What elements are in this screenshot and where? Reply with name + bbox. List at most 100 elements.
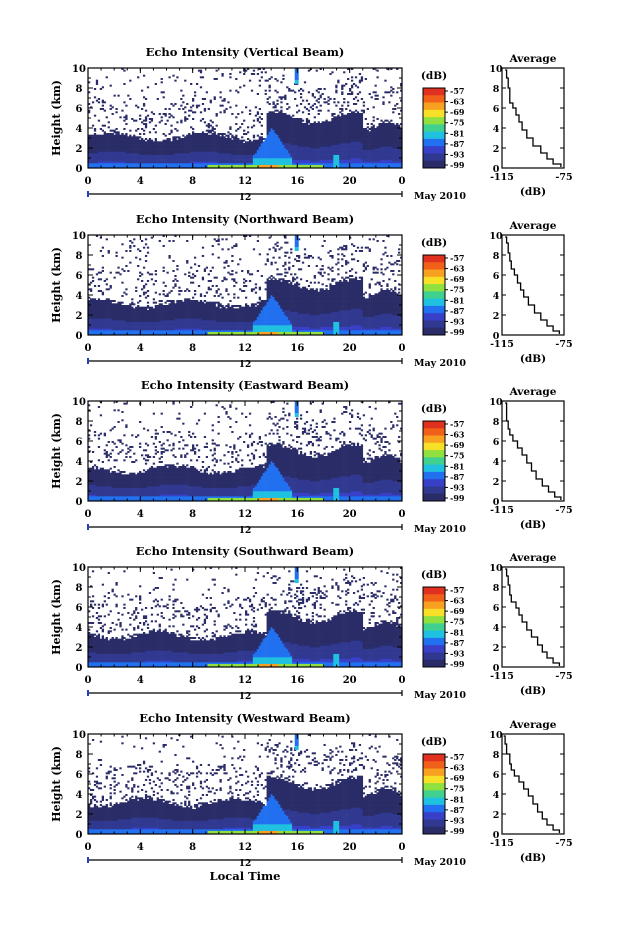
y-axis-label: Height (km) [50,746,63,822]
y-axis-label: Height (km) [50,247,63,323]
spike-mark [294,734,299,746]
x-tick-label: 0 [85,176,92,187]
y-tick-label: 0 [76,497,83,508]
average-x-label: (dB) [520,353,546,365]
colorbar-tick-label: -99 [450,327,465,337]
colorbar-unit: (dB) [421,569,447,581]
month-label: May 2010 [414,690,466,701]
average-y-tick-label: 2 [493,477,500,488]
x-tick-label: 20 [343,842,357,853]
average-title: Average [509,53,557,65]
colorbar-tick-label: -69 [450,274,465,284]
average-x-tick-label: -115 [490,505,514,516]
average-y-tick-label: 4 [493,623,500,634]
colorbar-tick-label: -63 [450,264,465,274]
y-tick-label: 10 [72,563,86,574]
average-title: Average [509,220,557,232]
colorbar-tick-label: -75 [450,784,464,794]
x-tick-label: 4 [137,509,144,520]
x-tick-label: 0 [85,343,92,354]
colorbar-tick-label: -63 [450,763,465,773]
colorbar-frame [422,87,446,169]
colorbar-segment [423,457,445,466]
colorbar-segment [423,637,445,646]
panel-title: Echo Intensity (Northward Beam) [136,212,354,226]
average-y-tick-label: 0 [493,164,500,175]
average-y-tick-label: 4 [493,457,500,468]
colorbar-tick-label: -57 [450,86,464,96]
average-frame [501,234,565,336]
y-tick-label: 10 [72,397,86,408]
average-y-tick-label: 2 [493,311,500,322]
colorbar-tick-label: -87 [450,306,464,316]
spike-mark [294,401,299,413]
average-y-tick-label: 6 [493,603,500,614]
colorbar-tick-label: -69 [450,606,465,616]
colorbar-segment [423,761,445,769]
colorbar-tick-label: -87 [450,472,464,482]
colorbar-segment [423,826,445,835]
y-tick-label: 2 [76,810,83,821]
colorbar-segment [423,630,445,639]
colorbar-tick-label: -75 [450,617,464,627]
colorbar-tick-label: -75 [450,451,464,461]
y-axis-label: Height (km) [50,80,63,156]
average-title: Average [509,719,557,731]
x-tick-label: 0 [399,842,406,853]
colorbar-tick-label: -81 [450,295,464,305]
y-tick-label: 0 [76,830,83,841]
average-profile-line [505,402,562,500]
x-tick-label: 12 [238,343,252,354]
colorbar-frame [422,753,446,835]
spike-mark [294,579,299,583]
colorbar-segment [423,146,445,154]
average-y-tick-label: 8 [493,583,500,594]
colorbar-segment [423,608,445,617]
panel-4: Echo Intensity (Westward Beam) 0 2 4 6 8 10 Hei… [50,711,573,869]
colorbar-tick-label: -69 [450,440,465,450]
average-frame [501,733,565,835]
x-tick-label: 12 [238,509,252,520]
average-y-tick-label: 10 [489,64,503,75]
y-tick-label: 10 [72,231,86,242]
average-y-tick-label: 4 [493,124,500,135]
average-y-tick-label: 4 [493,790,500,801]
y-tick-label: 6 [76,104,83,115]
colorbar-tick-label: -69 [450,773,465,783]
x-tick-label: 0 [399,343,406,354]
colorbar-tick-label: -57 [450,253,464,263]
x-tick-label: 4 [137,343,144,354]
colorbar-frame [422,586,446,668]
date-marker: 12 [239,526,252,536]
colorbar-tick-label: -63 [450,97,465,107]
colorbar-segment [423,775,445,784]
colorbar-segment [423,587,445,595]
x-tick-label: 0 [85,842,92,853]
average-x-tick-label: -75 [555,505,572,516]
colorbar-unit: (dB) [421,403,447,415]
x-tick-label: 20 [343,176,357,187]
average-x-tick-label: -115 [490,339,514,350]
date-marker: 12 [239,193,252,203]
x-tick-label: 4 [137,675,144,686]
colorbar-segment [423,138,445,147]
colorbar-tick-label: -75 [450,118,464,128]
colorbar-tick-label: -57 [450,585,464,595]
colorbar-segment [423,819,445,828]
month-label: May 2010 [414,191,466,202]
heatmap [88,68,402,168]
x-tick-label: 16 [290,343,304,354]
colorbar-segment [423,464,445,473]
month-label: May 2010 [414,857,466,868]
colorbar-segment [423,291,445,300]
x-tick-label: 8 [189,842,196,853]
x-tick-label: 16 [290,842,304,853]
colorbar-unit: (dB) [421,237,447,249]
colorbar-tick-label: -99 [450,659,465,669]
average-y-tick-label: 8 [493,251,500,262]
average-y-tick-label: 10 [489,563,503,574]
panel-title: Echo Intensity (Eastward Beam) [141,378,349,392]
panel-title: Echo Intensity (Vertical Beam) [146,45,345,59]
colorbar-segment [423,797,445,806]
average-y-tick-label: 0 [493,331,500,342]
